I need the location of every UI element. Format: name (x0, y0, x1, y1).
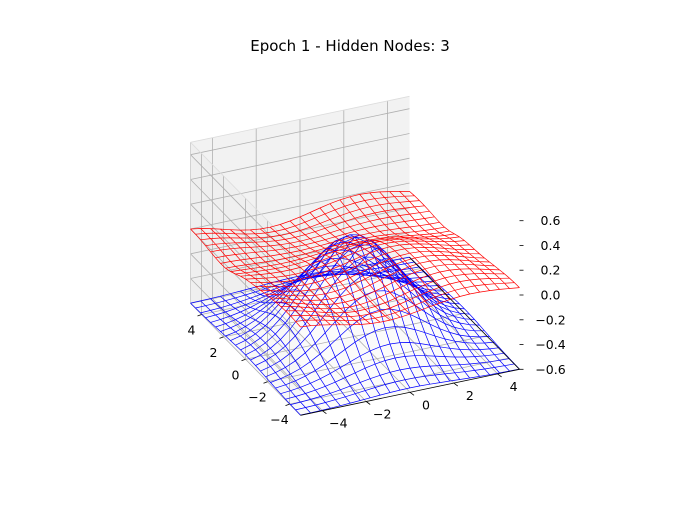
y-tick-label: −4 (329, 416, 347, 431)
output-surface-line (309, 212, 421, 311)
output-surface-line (349, 196, 461, 297)
gridline-z (190, 228, 301, 342)
output-surface-line (409, 191, 520, 288)
target-surface-line (200, 266, 420, 314)
target-surface-line (309, 234, 421, 387)
target-surface-line (409, 256, 520, 370)
z-tick-label: 0.4 (541, 238, 561, 253)
gridline-z (190, 133, 410, 180)
gridline-y (299, 280, 411, 393)
x-tick-label: 0 (232, 367, 240, 382)
x-tick-label: 4 (188, 323, 196, 338)
target-surface-line (369, 264, 480, 377)
y-axis-line (409, 257, 520, 370)
output-surface-line (369, 192, 480, 293)
y-tick (453, 382, 459, 387)
x-tick-label: 2 (210, 345, 218, 360)
y-tick-label: 2 (466, 388, 474, 403)
gridline-z (190, 182, 410, 230)
chart-title: Epoch 1 - Hidden Nodes: 3 (250, 37, 450, 55)
output-surface-line (230, 230, 450, 272)
x-tick (197, 314, 202, 317)
y-tick (365, 401, 371, 405)
target-surface-line (339, 258, 451, 382)
target-surface-line (215, 265, 435, 328)
gridline-z (190, 157, 410, 205)
target-surface-line (190, 256, 410, 304)
output-surface-line (235, 233, 455, 275)
output-surface-line (195, 195, 415, 235)
output-surface-line (379, 191, 490, 291)
y-tick-label: 0 (422, 397, 430, 412)
output-surface-line (319, 207, 431, 307)
z-tick-label: 0.0 (541, 288, 561, 303)
y-tick (409, 391, 415, 396)
gridline-z (190, 154, 301, 267)
z-tick-label: −0.6 (535, 362, 565, 377)
gridline-z (190, 108, 410, 156)
y-tick-label: 4 (510, 379, 518, 394)
output-surface-line (200, 200, 420, 241)
output-surface-line (389, 191, 500, 290)
pane-edge (190, 95, 410, 143)
y-tick (497, 373, 502, 378)
output-surface-line (225, 226, 445, 269)
gridline-z (190, 278, 301, 391)
z-tick-label: 0.2 (541, 263, 561, 278)
y-tick-label: −2 (373, 407, 391, 422)
gridline-z (190, 203, 301, 317)
output-surface-line (190, 191, 410, 231)
output-surface-line (359, 194, 470, 295)
output-surface-line (205, 205, 425, 247)
gridline-y (255, 289, 367, 402)
output-surface-line (399, 191, 510, 289)
y-tick (322, 410, 327, 415)
x-tick (285, 403, 290, 406)
output-surface-line (339, 199, 451, 300)
z-tick-label: −0.2 (535, 312, 565, 327)
x-tick (219, 336, 224, 339)
x-tick-label: −4 (270, 412, 288, 427)
x-tick-label: −2 (248, 390, 266, 405)
pane-edge (190, 142, 301, 255)
z-tick-label: −0.4 (535, 337, 565, 352)
output-surface-line (240, 236, 460, 277)
target-surface-line (389, 260, 500, 374)
target-surface-line (379, 262, 490, 375)
z-tick-label: 0.6 (541, 213, 561, 228)
output-surface-line (299, 216, 411, 315)
target-surface-line (205, 271, 425, 319)
output-surface-wireframe (190, 191, 520, 328)
x-tick (263, 381, 268, 384)
output-surface-line (210, 210, 430, 253)
output-surface-line (220, 221, 440, 264)
target-surface-wireframe (190, 234, 520, 416)
gridline-z (190, 179, 301, 292)
target-surface-line (329, 248, 441, 383)
output-surface-line (215, 216, 435, 259)
x-tick (241, 358, 246, 362)
output-surface-line (329, 203, 441, 304)
